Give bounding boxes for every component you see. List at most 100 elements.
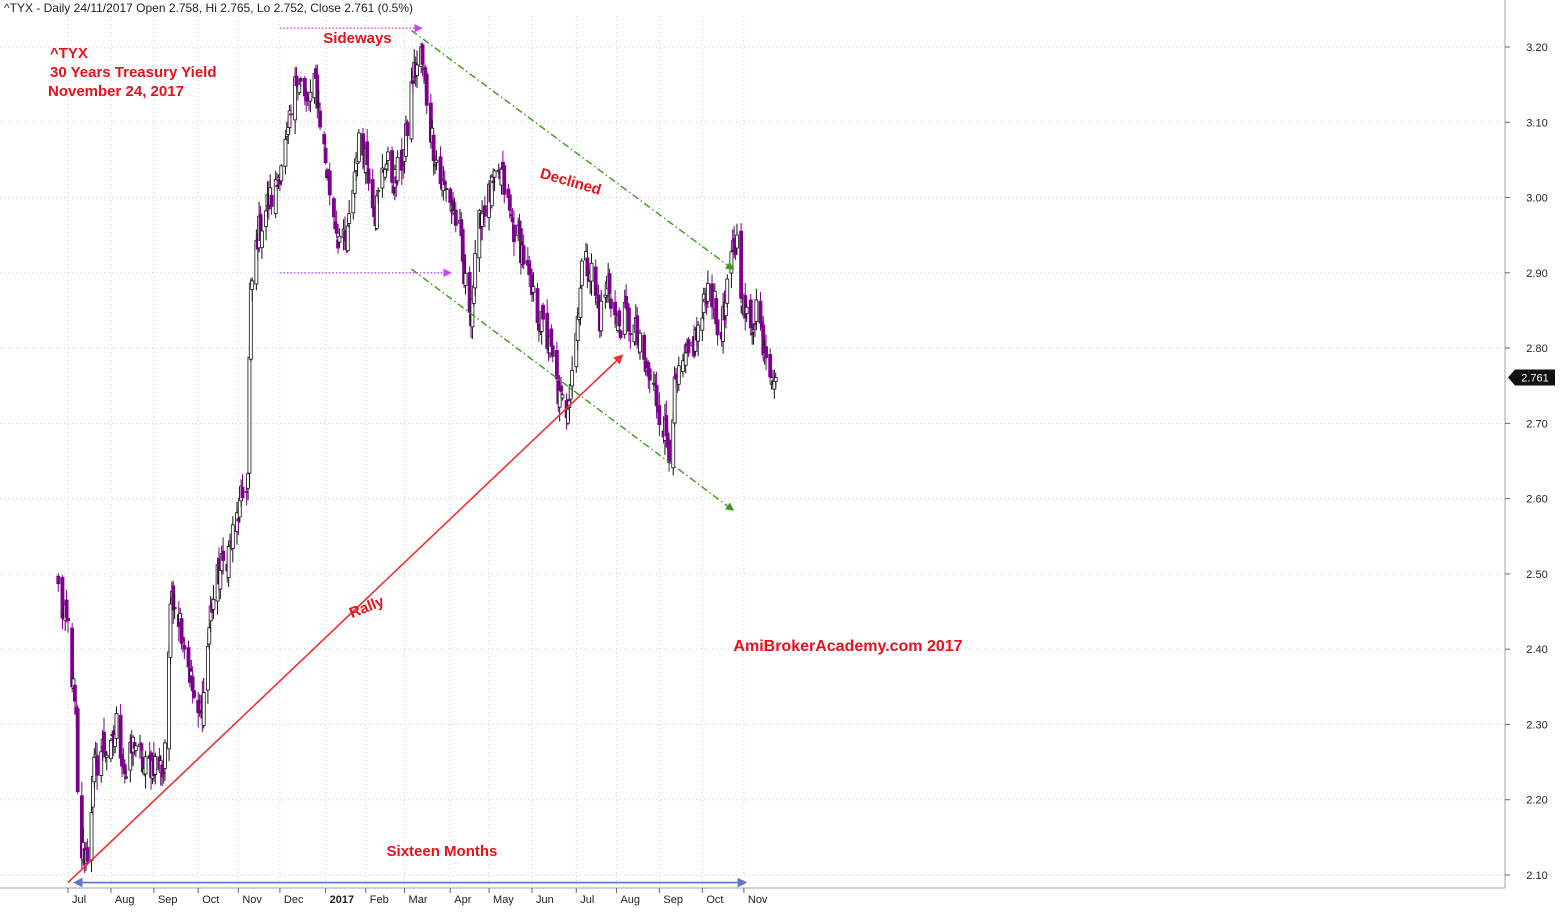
candle-body xyxy=(240,486,245,499)
candle-body xyxy=(744,306,749,315)
candle-body xyxy=(211,599,216,610)
candle-body xyxy=(283,138,288,167)
candle-body xyxy=(541,304,545,320)
candle-body xyxy=(559,385,563,392)
candle-body xyxy=(192,690,196,698)
candle-body xyxy=(599,300,604,332)
candle-body xyxy=(705,283,710,302)
candle-body xyxy=(207,627,212,645)
candle-body xyxy=(578,287,583,318)
candle-body xyxy=(618,330,623,339)
candle-body xyxy=(226,546,231,578)
candle-body xyxy=(347,213,352,224)
x-tick-label: Oct xyxy=(202,894,219,906)
x-tick-label: Aug xyxy=(115,894,135,906)
candle-body xyxy=(579,260,584,286)
candle-body xyxy=(376,190,381,193)
x-tick-label: Sep xyxy=(158,894,178,906)
x-tick-label: Nov xyxy=(242,894,262,906)
candle-body xyxy=(269,194,274,207)
candle-body xyxy=(431,134,436,162)
candle-body xyxy=(89,812,94,861)
candle-body xyxy=(434,159,439,163)
candle-body xyxy=(122,764,127,775)
y-tick-label: 3.10 xyxy=(1526,117,1547,129)
x-tick-label: Mar xyxy=(409,894,428,906)
candle-body xyxy=(531,286,536,293)
x-tick-label: Jul xyxy=(580,894,594,906)
candle-body xyxy=(550,345,555,357)
candle-body xyxy=(181,636,185,642)
candle-body xyxy=(764,346,768,359)
candle-body xyxy=(492,170,497,178)
sideways-label: Sideways xyxy=(323,30,391,47)
last-price-tag xyxy=(1508,369,1555,386)
candle-body xyxy=(323,147,328,164)
candle-body xyxy=(635,315,640,342)
candle-body xyxy=(259,230,264,249)
candle-body xyxy=(153,756,158,775)
candle-body xyxy=(66,617,70,622)
watermark-text: AmiBrokerAcademy.com 2017 xyxy=(733,638,962,655)
candle-body xyxy=(725,278,730,304)
x-tick-label: 2017 xyxy=(330,894,354,906)
candle-body xyxy=(56,575,61,585)
candle-body xyxy=(99,751,104,776)
candle-body xyxy=(729,251,734,274)
candle-body xyxy=(95,755,99,776)
candle-body xyxy=(264,210,268,227)
candle-body xyxy=(139,743,144,751)
x-tick-label: Jul xyxy=(72,894,86,906)
candle-body xyxy=(172,607,177,609)
y-tick-label: 2.90 xyxy=(1526,268,1547,280)
candle-body xyxy=(104,754,109,758)
candle-body xyxy=(345,225,350,252)
candle-body xyxy=(512,224,516,243)
candle-body xyxy=(114,713,119,739)
x-tick-label: Sep xyxy=(663,894,683,906)
candle-body xyxy=(683,352,688,366)
candle-body xyxy=(617,310,622,327)
candle-body xyxy=(221,550,226,561)
candle-body xyxy=(366,168,371,184)
candle-body xyxy=(473,253,478,289)
candle-body xyxy=(463,272,468,286)
candle-body xyxy=(448,188,453,204)
candle-body xyxy=(555,349,559,380)
candle-body xyxy=(327,170,332,196)
candle-body xyxy=(143,756,148,775)
candle-body xyxy=(109,739,113,760)
candle-body xyxy=(502,165,507,195)
candle-body xyxy=(182,645,187,650)
candle-body xyxy=(638,332,642,353)
candle-body xyxy=(308,91,313,102)
candle-body xyxy=(75,708,80,793)
candle-body xyxy=(754,299,759,322)
candle-body xyxy=(681,360,685,373)
candle-body xyxy=(671,419,676,469)
rally-trendline xyxy=(67,354,624,884)
candle-body xyxy=(735,234,739,249)
candle-body xyxy=(593,266,598,296)
candle-body xyxy=(700,317,705,331)
x-tick-label: Dec xyxy=(284,894,304,906)
candle-body xyxy=(250,280,255,290)
candle-body xyxy=(73,684,77,702)
candle-body xyxy=(273,179,278,214)
candle-body xyxy=(297,83,302,94)
candle-body xyxy=(395,157,400,182)
y-tick-label: 2.80 xyxy=(1526,343,1547,355)
candle-body xyxy=(230,524,235,549)
candle-body xyxy=(748,299,753,329)
candle-body xyxy=(380,167,385,189)
last-price-label: 2.761 xyxy=(1521,372,1549,384)
y-tick-label: 2.30 xyxy=(1526,719,1547,731)
y-tick-label: 3.00 xyxy=(1526,193,1547,205)
candle-body xyxy=(667,439,671,464)
y-tick-label: 2.40 xyxy=(1526,644,1547,656)
candle-body xyxy=(201,692,206,726)
y-tick-label: 2.10 xyxy=(1526,870,1547,882)
sixteen-months-label: Sixteen Months xyxy=(387,843,498,860)
candle-body xyxy=(657,405,662,426)
